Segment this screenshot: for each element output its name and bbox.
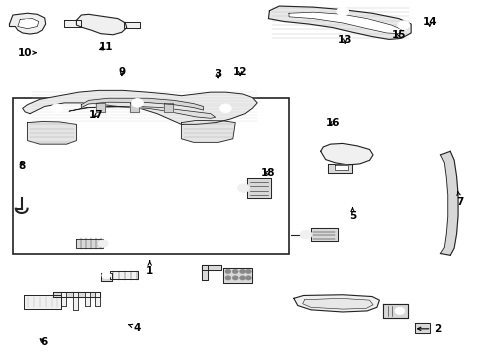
- Polygon shape: [61, 292, 66, 306]
- Circle shape: [225, 276, 231, 280]
- Polygon shape: [415, 323, 430, 333]
- Polygon shape: [328, 164, 352, 173]
- Polygon shape: [247, 178, 271, 198]
- Polygon shape: [96, 103, 105, 112]
- Circle shape: [225, 269, 231, 274]
- Polygon shape: [110, 271, 138, 279]
- Polygon shape: [202, 265, 220, 270]
- Circle shape: [132, 99, 144, 107]
- Polygon shape: [53, 292, 100, 297]
- Polygon shape: [294, 295, 379, 312]
- Polygon shape: [101, 273, 112, 281]
- Text: 9: 9: [118, 67, 125, 77]
- Circle shape: [220, 104, 231, 113]
- Text: 3: 3: [215, 69, 222, 79]
- Polygon shape: [76, 239, 103, 248]
- Text: 16: 16: [326, 118, 340, 128]
- Polygon shape: [27, 122, 76, 144]
- Circle shape: [245, 269, 251, 274]
- Polygon shape: [269, 6, 411, 40]
- Polygon shape: [130, 103, 139, 112]
- Text: 8: 8: [18, 161, 25, 171]
- Text: 4: 4: [128, 323, 141, 333]
- Circle shape: [245, 276, 251, 280]
- Text: 18: 18: [261, 168, 276, 178]
- Text: 17: 17: [89, 111, 103, 121]
- Polygon shape: [181, 121, 235, 142]
- Text: 7: 7: [456, 191, 464, 207]
- Text: 2: 2: [417, 324, 441, 334]
- Polygon shape: [73, 292, 78, 310]
- Text: 5: 5: [349, 208, 356, 221]
- Polygon shape: [289, 12, 401, 34]
- Circle shape: [240, 269, 245, 274]
- Circle shape: [102, 272, 111, 279]
- Text: 6: 6: [40, 337, 48, 347]
- Circle shape: [98, 240, 108, 247]
- Polygon shape: [23, 90, 257, 125]
- Circle shape: [337, 7, 348, 16]
- Polygon shape: [85, 292, 90, 306]
- Text: 15: 15: [392, 30, 406, 40]
- Polygon shape: [9, 13, 46, 34]
- Bar: [13, 98, 289, 253]
- Polygon shape: [202, 265, 208, 280]
- Circle shape: [238, 184, 249, 192]
- Polygon shape: [18, 19, 39, 29]
- Polygon shape: [321, 143, 373, 165]
- Text: 10: 10: [18, 48, 36, 58]
- Text: 13: 13: [338, 35, 352, 45]
- Circle shape: [232, 276, 238, 280]
- Polygon shape: [223, 268, 252, 283]
- Text: 1: 1: [146, 261, 153, 276]
- Circle shape: [232, 269, 238, 274]
- Polygon shape: [24, 295, 61, 309]
- Circle shape: [24, 19, 31, 25]
- Polygon shape: [69, 107, 216, 118]
- Circle shape: [398, 21, 410, 30]
- Polygon shape: [164, 103, 173, 112]
- Polygon shape: [64, 21, 81, 27]
- Polygon shape: [76, 14, 127, 35]
- Polygon shape: [95, 292, 100, 306]
- Polygon shape: [81, 98, 203, 110]
- Circle shape: [240, 276, 245, 280]
- Circle shape: [300, 230, 312, 239]
- Text: 14: 14: [422, 17, 437, 27]
- Circle shape: [395, 307, 405, 315]
- Polygon shape: [335, 165, 347, 170]
- Polygon shape: [303, 298, 373, 309]
- Polygon shape: [124, 22, 140, 28]
- Text: 11: 11: [98, 42, 113, 52]
- Polygon shape: [441, 151, 458, 255]
- Polygon shape: [311, 228, 338, 241]
- Polygon shape: [383, 304, 408, 318]
- Text: 12: 12: [233, 67, 247, 77]
- Circle shape: [51, 104, 63, 113]
